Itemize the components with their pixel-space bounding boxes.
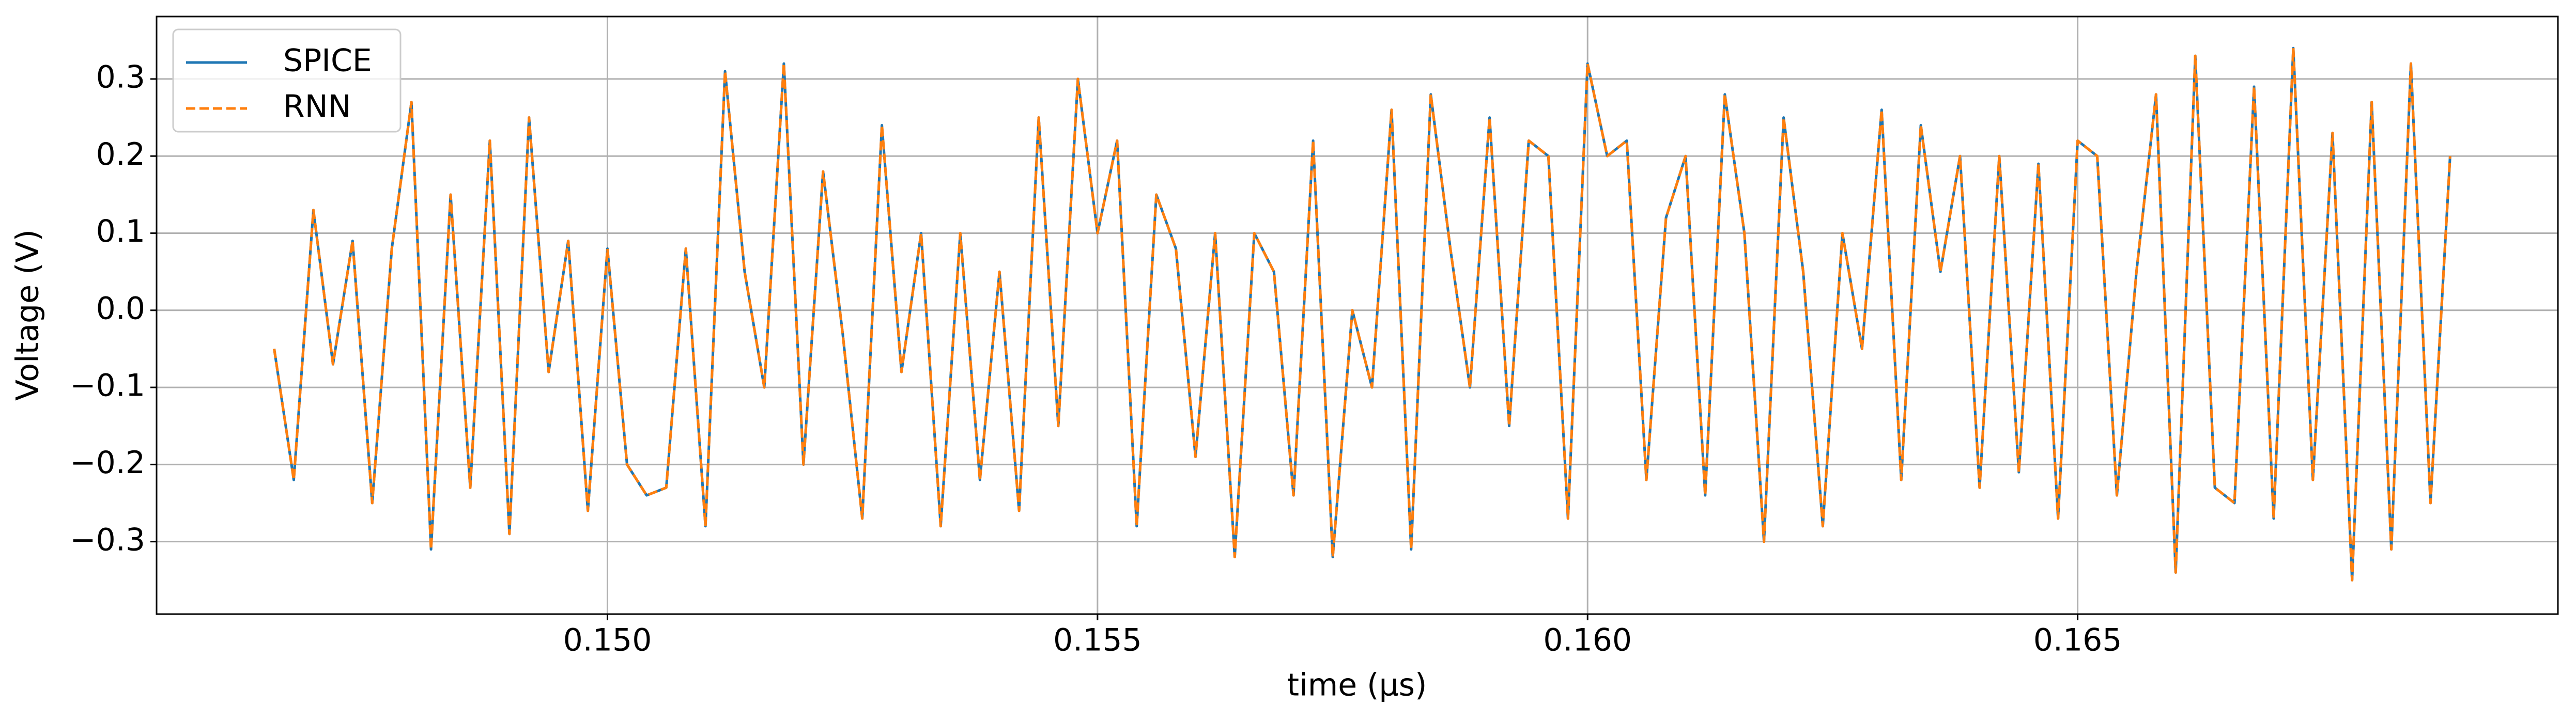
y-tick-label: 0.2 xyxy=(96,136,145,173)
plot-frame xyxy=(156,15,2559,615)
series-line xyxy=(273,46,2451,582)
legend-box xyxy=(172,28,402,133)
x-tick-label: 0.165 xyxy=(2033,622,2122,659)
y-tick-label: 0.0 xyxy=(96,290,145,326)
legend-label: SPICE xyxy=(283,43,372,79)
y-tick-label: −0.2 xyxy=(70,445,145,481)
legend-label: RNN xyxy=(283,89,351,125)
y-tick-label: 0.1 xyxy=(96,213,145,249)
y-axis-label: Voltage (V) xyxy=(10,229,46,401)
x-tick-label: 0.155 xyxy=(1053,622,1142,659)
x-tick-label: 0.150 xyxy=(563,622,652,659)
x-axis-label: time (μs) xyxy=(1287,667,1427,703)
y-tick-label: −0.1 xyxy=(70,368,145,404)
series-line xyxy=(273,46,2451,582)
x-tick-label: 0.160 xyxy=(1543,622,1632,659)
y-tick-label: 0.3 xyxy=(96,59,145,96)
y-tick-label: −0.3 xyxy=(70,522,145,558)
